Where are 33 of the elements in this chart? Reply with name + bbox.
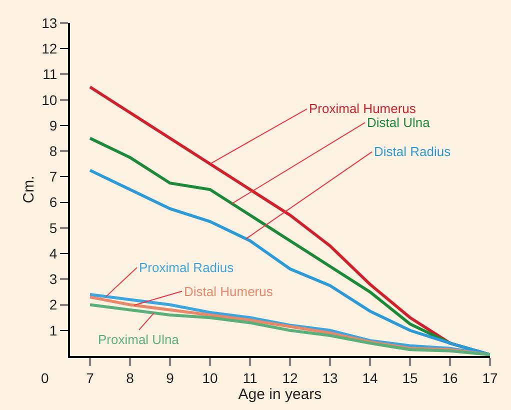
x-tick-label: 8 — [126, 370, 134, 386]
x-axis-title: Age in years — [238, 386, 322, 403]
series-label: Proximal Radius — [139, 260, 234, 275]
y-axis-title: Cm. — [20, 176, 38, 204]
y-tick-label: 5 — [49, 220, 58, 236]
y-tick-label: 12 — [42, 40, 58, 57]
x-tick-label: 11 — [242, 370, 258, 386]
x-tick-label: 10 — [202, 370, 218, 386]
text: Proximal Humerus — [309, 101, 416, 116]
x-tick-label: 17 — [482, 370, 498, 386]
x-tick-label: 12 — [282, 370, 298, 386]
y-tick-label: 2 — [49, 296, 58, 313]
y-tick-label: 1 — [49, 322, 58, 338]
text: Distal Radius — [374, 144, 452, 159]
x-tick-label: 15 — [402, 370, 418, 386]
series-label: Distal Humerus — [184, 284, 274, 299]
y-tick-label: 10 — [42, 92, 58, 108]
y-tick-label: 9 — [49, 117, 58, 134]
y-tick-label: 8 — [49, 142, 58, 159]
x-tick-label: 13 — [322, 370, 338, 386]
y-tick-label: 7 — [49, 168, 58, 185]
x-tick-label: 9 — [166, 370, 174, 386]
y-tick-label: 11 — [42, 66, 58, 82]
y-tick-label: 6 — [49, 194, 58, 210]
x-tick-label: 7 — [86, 370, 94, 386]
text: Distal Ulna — [367, 115, 431, 130]
y-tick-label: 3 — [49, 271, 58, 288]
x-tick-label: 16 — [442, 370, 458, 386]
series-label: Proximal Ulna — [98, 332, 180, 347]
text: 0 — [41, 370, 49, 386]
y-tick-label: 4 — [49, 245, 58, 262]
y-tick-label: 13 — [42, 14, 58, 31]
x-tick-label: 14 — [362, 370, 378, 386]
